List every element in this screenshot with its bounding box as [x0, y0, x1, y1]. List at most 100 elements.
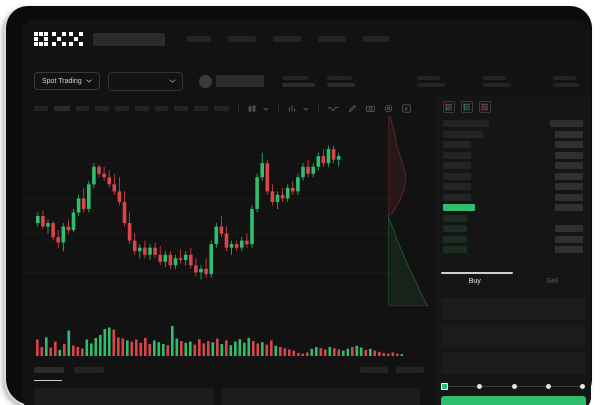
pair-name-label — [215, 75, 264, 87]
interval-7[interactable] — [155, 106, 168, 111]
order-total-field[interactable] — [441, 352, 586, 374]
order-book-and-trade-panel: Buy Sell — [436, 96, 591, 405]
active-tab-underline — [34, 380, 62, 381]
buy-tab-underline — [441, 272, 513, 274]
orderbook-price-bar — [443, 141, 471, 148]
orderbook-price-bar — [443, 235, 467, 243]
bottom-card-left[interactable] — [34, 388, 214, 405]
orderbook-price-bar — [443, 162, 471, 169]
okx-logo-icon[interactable] — [34, 32, 83, 46]
line-tool-icon[interactable] — [328, 105, 339, 112]
toolbar-divider-3 — [318, 104, 319, 113]
orderbook-amount-bar — [555, 130, 583, 138]
slider-handle[interactable] — [441, 383, 448, 390]
interval-6[interactable] — [135, 106, 149, 111]
order-amount-field[interactable] — [441, 325, 586, 347]
orderbook-row-ask-5[interactable] — [436, 172, 591, 181]
interval-1[interactable] — [34, 106, 48, 111]
bottom-tab-open-orders[interactable] — [34, 367, 64, 373]
orderbook-amount-bar — [555, 151, 583, 159]
interval-4[interactable] — [95, 106, 109, 111]
search-input[interactable] — [93, 32, 165, 46]
chart-toolbar — [22, 100, 452, 117]
orderbook-price-bar — [443, 130, 483, 138]
bottom-action-1[interactable] — [360, 367, 388, 373]
orderbook-rows — [436, 118, 591, 254]
orderbook-amount-bar — [555, 141, 583, 148]
nav-item-3[interactable] — [273, 36, 301, 42]
stat-24h-volume — [552, 75, 579, 87]
orderbook-row-spread[interactable] — [436, 204, 591, 212]
toolbar-divider — [238, 104, 239, 113]
orderbook-price-bar — [443, 193, 471, 201]
orderbook-price-bar — [443, 151, 471, 159]
nav-item-1[interactable] — [187, 36, 211, 42]
screenshot-camera-icon[interactable] — [366, 104, 375, 113]
candle-type-chevron-down-icon[interactable] — [263, 107, 269, 111]
interval-3[interactable] — [76, 106, 89, 111]
slider-stop-75[interactable] — [546, 384, 551, 389]
orderbook-row-ask-4[interactable] — [436, 162, 591, 170]
nav-item-4[interactable] — [318, 36, 346, 42]
orderbook-row-ask-6[interactable] — [436, 183, 591, 191]
slider-stop-100[interactable] — [580, 384, 585, 389]
order-price-field[interactable] — [441, 298, 586, 320]
nav-item-2[interactable] — [228, 36, 256, 42]
tab-buy[interactable]: Buy — [468, 278, 481, 285]
orderbook-mode-bids-icon[interactable] — [461, 101, 473, 113]
volume-histogram[interactable] — [22, 316, 436, 360]
chart-settings-gear-icon[interactable] — [384, 104, 393, 113]
interval-2[interactable] — [54, 106, 70, 111]
orderbook-amount-bar — [555, 162, 583, 169]
indicators-chevron-down-icon[interactable] — [303, 107, 309, 111]
stat-24h-high — [416, 75, 445, 87]
drawing-pencil-icon[interactable] — [348, 104, 357, 113]
interval-5[interactable] — [115, 106, 129, 111]
toolbar-divider-2 — [278, 104, 279, 113]
price-candlestick-chart[interactable] — [22, 116, 436, 324]
volume-svg — [36, 326, 404, 356]
token-avatar — [198, 74, 212, 88]
orderbook-row-bid-2[interactable] — [436, 225, 591, 233]
device-screen: Spot Trading — [22, 20, 591, 405]
orderbook-row-bid-1[interactable] — [436, 214, 591, 223]
order-amount-slider[interactable] — [441, 383, 585, 390]
chevron-down-icon — [85, 78, 92, 85]
pair-select[interactable] — [107, 71, 183, 91]
chevron-down-icon — [169, 78, 176, 85]
interval-8[interactable] — [174, 106, 188, 111]
orderbook-row-ask-7[interactable] — [436, 193, 591, 202]
orderbook-mode-both-icon[interactable] — [443, 101, 455, 113]
orderbook-row-ask-2[interactable] — [436, 141, 591, 149]
orders-panel-tabs — [22, 362, 436, 378]
fullscreen-icon[interactable] — [402, 104, 411, 113]
indicators-icon[interactable] — [288, 104, 297, 113]
spot-trading-dropdown[interactable]: Spot Trading — [34, 72, 100, 90]
slider-stop-50[interactable] — [512, 384, 517, 389]
orderbook-price-bar — [443, 172, 471, 180]
interval-9[interactable] — [194, 106, 208, 111]
candlestick-svg — [22, 145, 394, 280]
bottom-tab-order-history[interactable] — [74, 367, 104, 373]
candle-type-icon[interactable] — [248, 104, 257, 113]
spot-trading-label: Spot Trading — [42, 77, 82, 85]
orderbook-row-bid-3[interactable] — [436, 235, 591, 244]
orderbook-view-modes — [436, 96, 591, 118]
orderbook-row-bid-4[interactable] — [436, 246, 591, 254]
trade-form: Buy Sell — [436, 272, 591, 374]
interval-10[interactable] — [214, 106, 229, 111]
orderbook-mode-asks-icon[interactable] — [479, 101, 491, 113]
slider-stop-25[interactable] — [477, 384, 482, 389]
orderbook-row-ask-1[interactable] — [436, 130, 591, 139]
bottom-card-right[interactable] — [222, 388, 420, 405]
buy-submit-button[interactable] — [441, 396, 586, 405]
bottom-action-2[interactable] — [396, 367, 424, 373]
nav-item-5[interactable] — [363, 36, 389, 42]
tab-sell[interactable]: Sell — [546, 278, 559, 285]
orderbook-price-bar — [443, 183, 471, 190]
orderbook-amount-bar — [555, 183, 583, 190]
app-header — [22, 20, 591, 58]
device-bezel: Spot Trading — [6, 6, 592, 405]
orderbook-row-ask-3[interactable] — [436, 151, 591, 160]
